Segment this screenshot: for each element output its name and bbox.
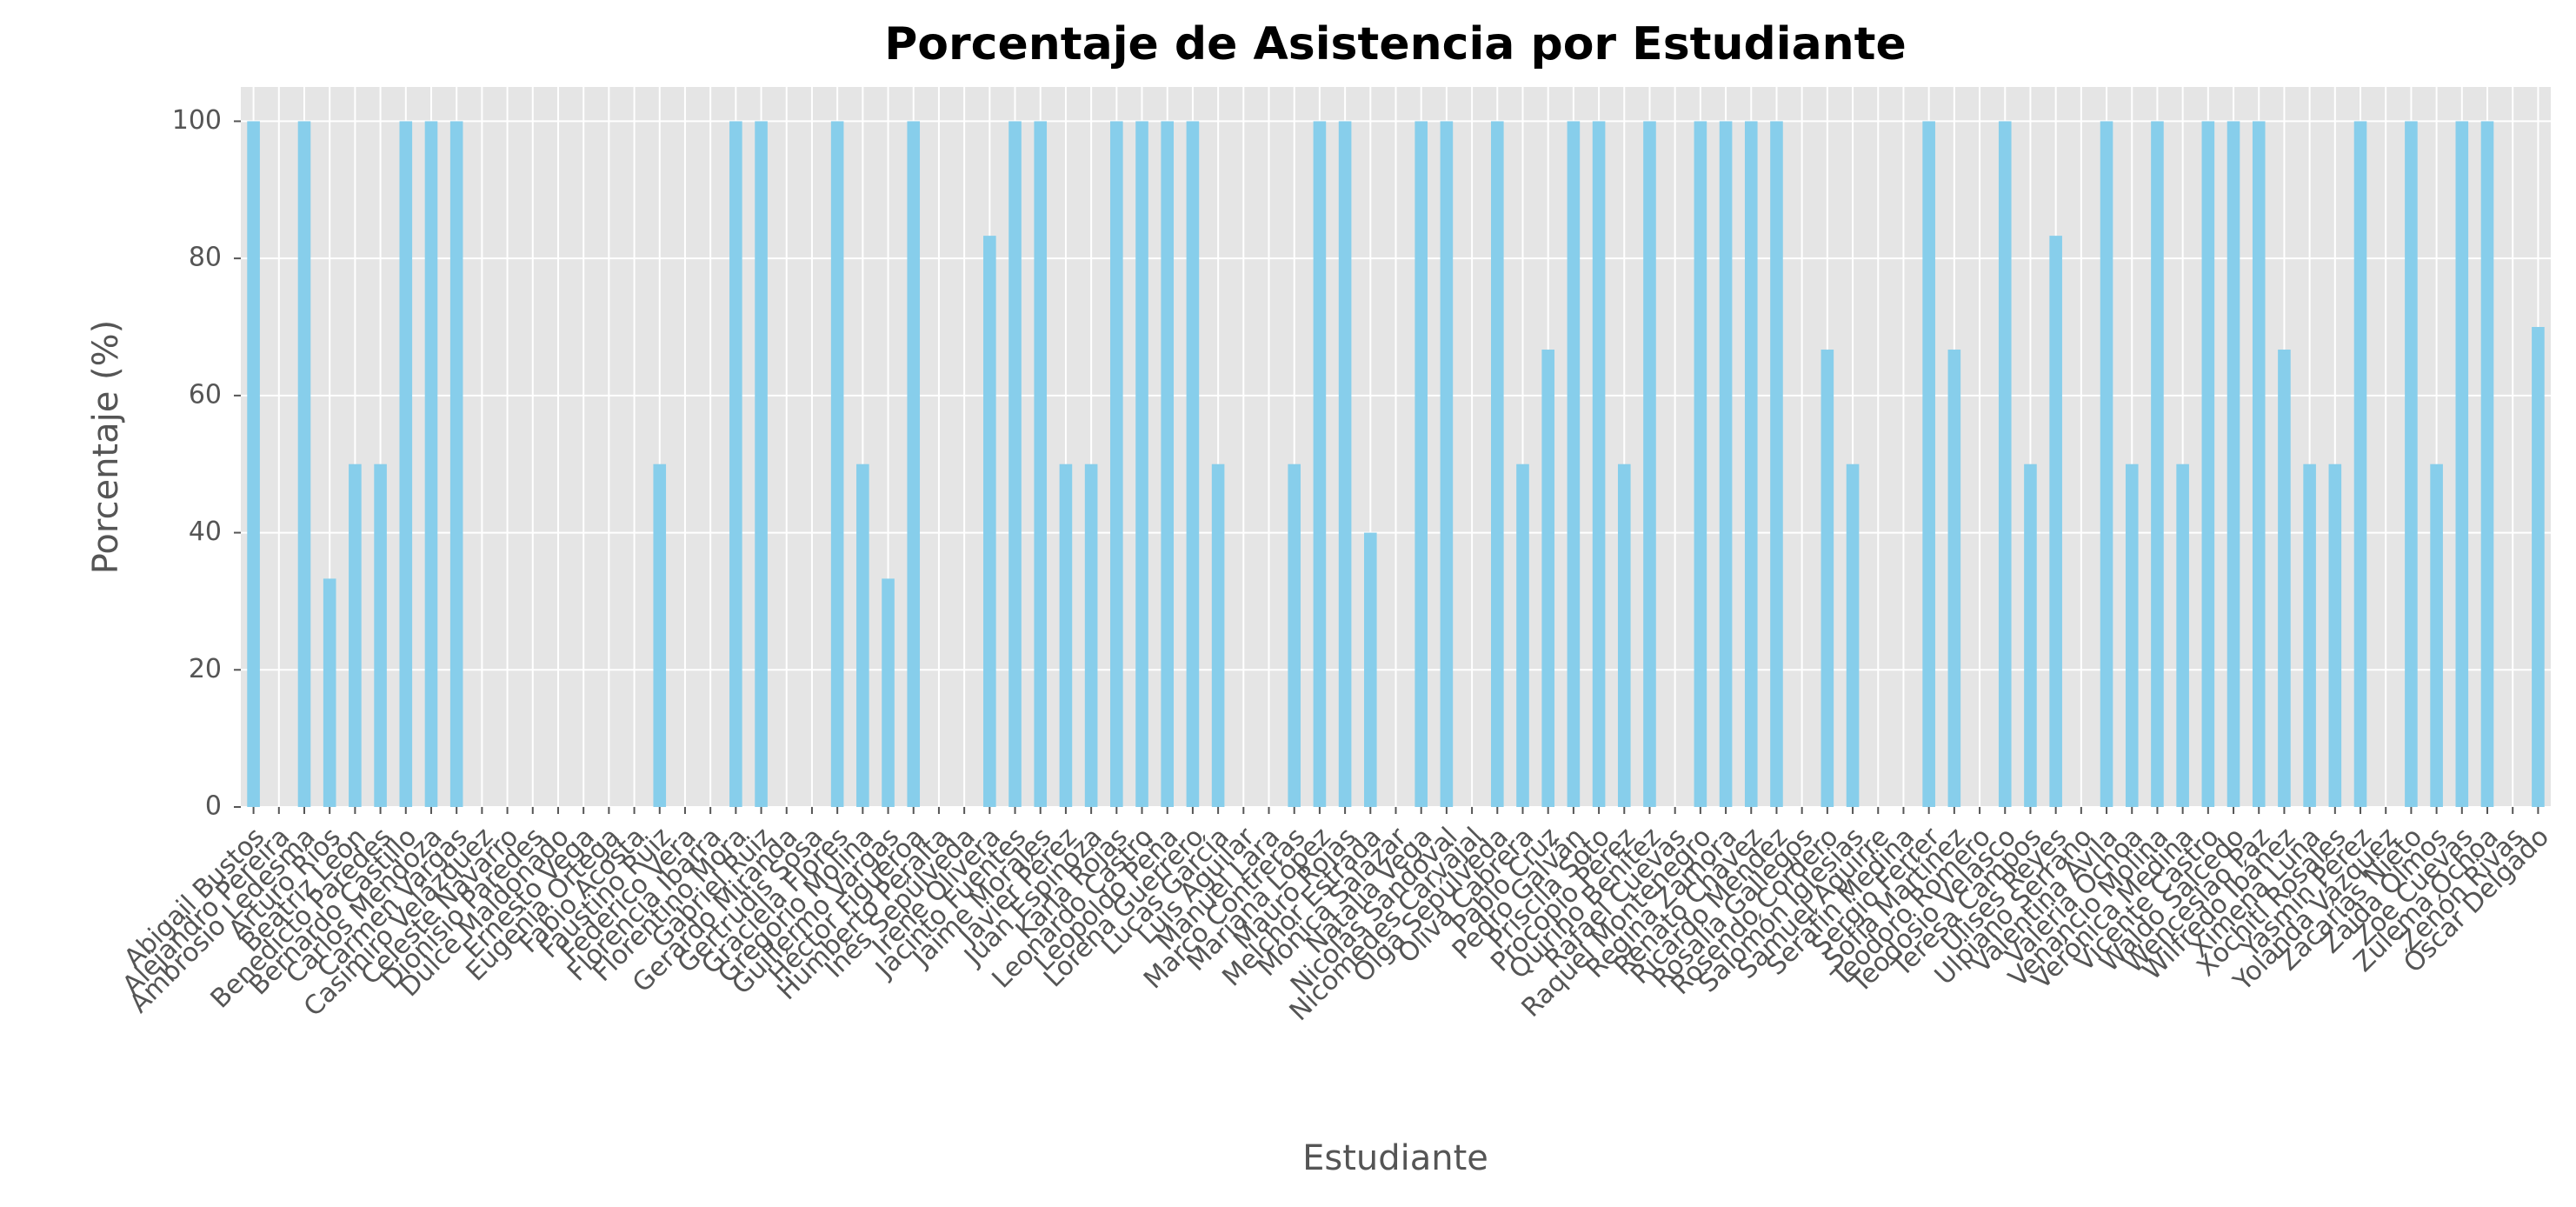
bar [2049, 236, 2062, 807]
bar [856, 463, 869, 807]
bar [2024, 463, 2037, 807]
y-axis-label: Porcentaje (%) [86, 320, 126, 575]
bar [1998, 121, 2012, 807]
y-tick-label: 100 [172, 105, 222, 136]
bar [2430, 463, 2443, 807]
bar [1008, 121, 1022, 807]
bar [1592, 121, 1606, 807]
bar [449, 121, 463, 807]
bar [1744, 121, 1758, 807]
bar [1135, 121, 1148, 807]
bar [1338, 121, 1352, 807]
bar [1947, 350, 1961, 808]
bar [1770, 121, 1783, 807]
bar [1643, 121, 1656, 807]
bar [1313, 121, 1327, 807]
x-axis-label: Estudiante [1302, 1138, 1488, 1178]
bar [755, 121, 768, 807]
bar [297, 121, 311, 807]
bar [907, 121, 921, 807]
bar [2532, 327, 2545, 807]
bar [2278, 350, 2291, 808]
bar [1288, 463, 1301, 807]
bar [1161, 121, 1175, 807]
chart-title: Porcentaje de Asistencia por Estudiante [884, 18, 1907, 70]
y-tick-label: 20 [189, 654, 222, 684]
bar [2151, 121, 2164, 807]
bar [2328, 463, 2342, 807]
bar [2480, 121, 2494, 807]
bar [1034, 121, 1048, 807]
bar [1110, 121, 1123, 807]
bar [2455, 121, 2469, 807]
bar [1084, 463, 1098, 807]
bar [1846, 463, 1860, 807]
bar [882, 578, 895, 807]
bar [374, 463, 387, 807]
y-tick-label: 40 [189, 517, 222, 547]
bar [1490, 121, 1504, 807]
bar [2100, 121, 2113, 807]
bar [2353, 121, 2367, 807]
bar [2201, 121, 2215, 807]
bar [349, 463, 362, 807]
bar [1567, 121, 1581, 807]
bar [2176, 463, 2189, 807]
bar [1186, 121, 1200, 807]
bar [399, 121, 413, 807]
bar [1617, 463, 1631, 807]
bar [247, 121, 260, 807]
bar [2405, 121, 2418, 807]
bar [830, 121, 844, 807]
bar [1922, 121, 1935, 807]
bar [653, 463, 667, 807]
bar [1414, 121, 1428, 807]
bar [2125, 463, 2139, 807]
bar [1516, 463, 1529, 807]
bar [1821, 350, 1834, 808]
bar [1440, 121, 1454, 807]
bar [729, 121, 742, 807]
y-tick-label: 60 [189, 379, 222, 410]
bar [1694, 121, 1707, 807]
bar [1059, 463, 1073, 807]
bar [983, 236, 996, 807]
y-tick-label: 0 [205, 791, 222, 822]
bar [1364, 532, 1377, 807]
bar [2252, 121, 2266, 807]
bar [1719, 121, 1733, 807]
y-tick-label: 80 [189, 243, 222, 273]
bar [424, 121, 438, 807]
bar [323, 578, 336, 807]
bar [1541, 350, 1554, 808]
bar [1211, 463, 1225, 807]
bar [2303, 463, 2316, 807]
bar [2227, 121, 2240, 807]
